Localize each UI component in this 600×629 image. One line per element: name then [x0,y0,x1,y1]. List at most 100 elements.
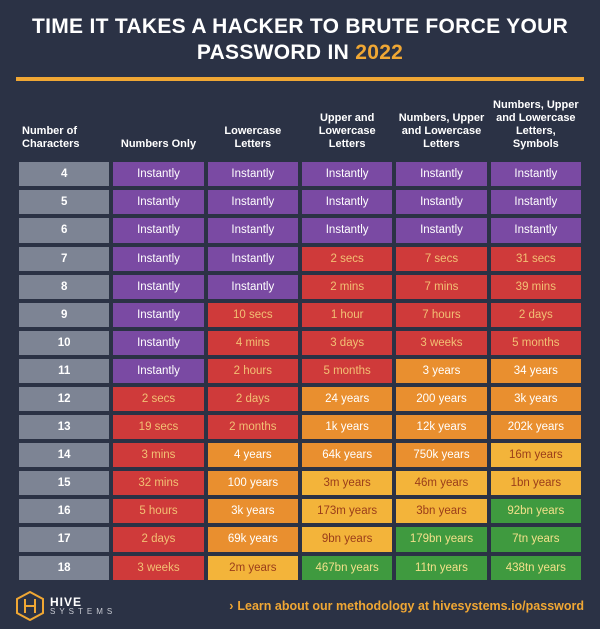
crack-time-cell: Instantly [112,302,204,328]
row-header: 15 [18,470,110,496]
crack-time-cell: 5 months [301,358,393,384]
row-header: 5 [18,189,110,215]
crack-time-cell: 2 secs [301,246,393,272]
crack-time-cell: 10 secs [207,302,299,328]
table-row: 183 weeks2m years467bn years11tn years43… [18,555,582,581]
brand-name: HIVE [50,595,82,609]
crack-time-cell: Instantly [301,217,393,243]
crack-time-cell: 3 weeks [395,330,487,356]
crack-time-cell: 4 mins [207,330,299,356]
crack-time-cell: 438tn years [490,555,582,581]
crack-time-cell: 5 hours [112,498,204,524]
table-row: 5InstantlyInstantlyInstantlyInstantlyIns… [18,189,582,215]
table-row: 4InstantlyInstantlyInstantlyInstantlyIns… [18,161,582,187]
crack-time-cell: 202k years [490,414,582,440]
crack-time-cell: Instantly [395,161,487,187]
crack-time-cell: 31 secs [490,246,582,272]
row-header: 18 [18,555,110,581]
hive-hex-icon [16,591,44,621]
crack-time-cell: 2 days [490,302,582,328]
crack-time-cell: 92bn years [490,498,582,524]
title-year: 2022 [355,41,403,64]
row-header: 14 [18,442,110,468]
col-header-characters: Number of Characters [18,95,110,160]
crack-time-cell: Instantly [112,217,204,243]
crack-time-cell: Instantly [490,161,582,187]
crack-time-cell: 7 secs [395,246,487,272]
crack-time-cell: Instantly [112,161,204,187]
crack-time-cell: 12k years [395,414,487,440]
crack-time-cell: 11tn years [395,555,487,581]
crack-time-cell: 3bn years [395,498,487,524]
crack-time-cell: 16m years [490,442,582,468]
crack-time-cell: Instantly [112,274,204,300]
crack-time-cell: 2 hours [207,358,299,384]
password-crack-time-table: Number of CharactersNumbers OnlyLowercas… [16,93,584,583]
row-header: 10 [18,330,110,356]
crack-time-cell: 2 months [207,414,299,440]
table-row: 7InstantlyInstantly2 secs7 secs31 secs [18,246,582,272]
row-header: 16 [18,498,110,524]
title-text: TIME IT TAKES A HACKER TO BRUTE FORCE YO… [32,15,568,64]
row-header: 13 [18,414,110,440]
crack-time-cell: Instantly [301,189,393,215]
crack-time-cell: 467bn years [301,555,393,581]
crack-time-cell: 7 mins [395,274,487,300]
table-row: 11Instantly2 hours5 months3 years34 year… [18,358,582,384]
chevron-right-icon: › [229,599,233,613]
crack-time-cell: 2 mins [301,274,393,300]
methodology-text: Learn about our methodology at [237,599,432,613]
col-header: Lowercase Letters [207,95,299,160]
infographic-title: TIME IT TAKES A HACKER TO BRUTE FORCE YO… [16,14,584,67]
crack-time-cell: 2m years [207,555,299,581]
col-header: Numbers, Upper and Lowercase Letters [395,95,487,160]
col-header: Numbers Only [112,95,204,160]
table-row: 1532 mins100 years3m years46m years1bn y… [18,470,582,496]
col-header: Upper and Lowercase Letters [301,95,393,160]
row-header: 9 [18,302,110,328]
crack-time-cell: Instantly [207,246,299,272]
crack-time-cell: 100 years [207,470,299,496]
crack-time-cell: 24 years [301,386,393,412]
crack-time-cell: 173m years [301,498,393,524]
col-header: Numbers, Upper and Lowercase Letters, Sy… [490,95,582,160]
crack-time-cell: 39 mins [490,274,582,300]
table-row: 6InstantlyInstantlyInstantlyInstantlyIns… [18,217,582,243]
crack-time-cell: Instantly [112,246,204,272]
crack-time-cell: Instantly [112,189,204,215]
crack-time-cell: 3m years [301,470,393,496]
crack-time-cell: Instantly [112,358,204,384]
brand-logo: HIVE SYSTEMS [16,591,116,621]
crack-time-cell: 3k years [207,498,299,524]
table-row: 1319 secs2 months1k years12k years202k y… [18,414,582,440]
crack-time-cell: 3 weeks [112,555,204,581]
crack-time-cell: Instantly [112,330,204,356]
crack-time-cell: Instantly [207,217,299,243]
row-header: 4 [18,161,110,187]
crack-time-cell: 32 mins [112,470,204,496]
methodology-link[interactable]: › Learn about our methodology at hivesyst… [229,599,584,613]
crack-time-cell: 750k years [395,442,487,468]
crack-time-cell: 2 secs [112,386,204,412]
crack-time-cell: Instantly [207,189,299,215]
crack-time-cell: 7 hours [395,302,487,328]
crack-time-cell: 1bn years [490,470,582,496]
crack-time-cell: 34 years [490,358,582,384]
crack-time-cell: Instantly [490,217,582,243]
methodology-url: hivesystems.io/password [433,599,584,613]
crack-time-cell: Instantly [395,189,487,215]
crack-time-cell: 2 days [207,386,299,412]
crack-time-cell: 3 years [395,358,487,384]
crack-time-cell: Instantly [395,217,487,243]
crack-time-cell: Instantly [301,161,393,187]
row-header: 6 [18,217,110,243]
row-header: 8 [18,274,110,300]
crack-time-cell: 1k years [301,414,393,440]
crack-time-cell: Instantly [207,274,299,300]
row-header: 7 [18,246,110,272]
row-header: 11 [18,358,110,384]
table-row: 122 secs2 days24 years200 years3k years [18,386,582,412]
table-row: 9Instantly10 secs1 hour7 hours2 days [18,302,582,328]
table-row: 165 hours3k years173m years3bn years92bn… [18,498,582,524]
table-row: 10Instantly4 mins3 days3 weeks5 months [18,330,582,356]
